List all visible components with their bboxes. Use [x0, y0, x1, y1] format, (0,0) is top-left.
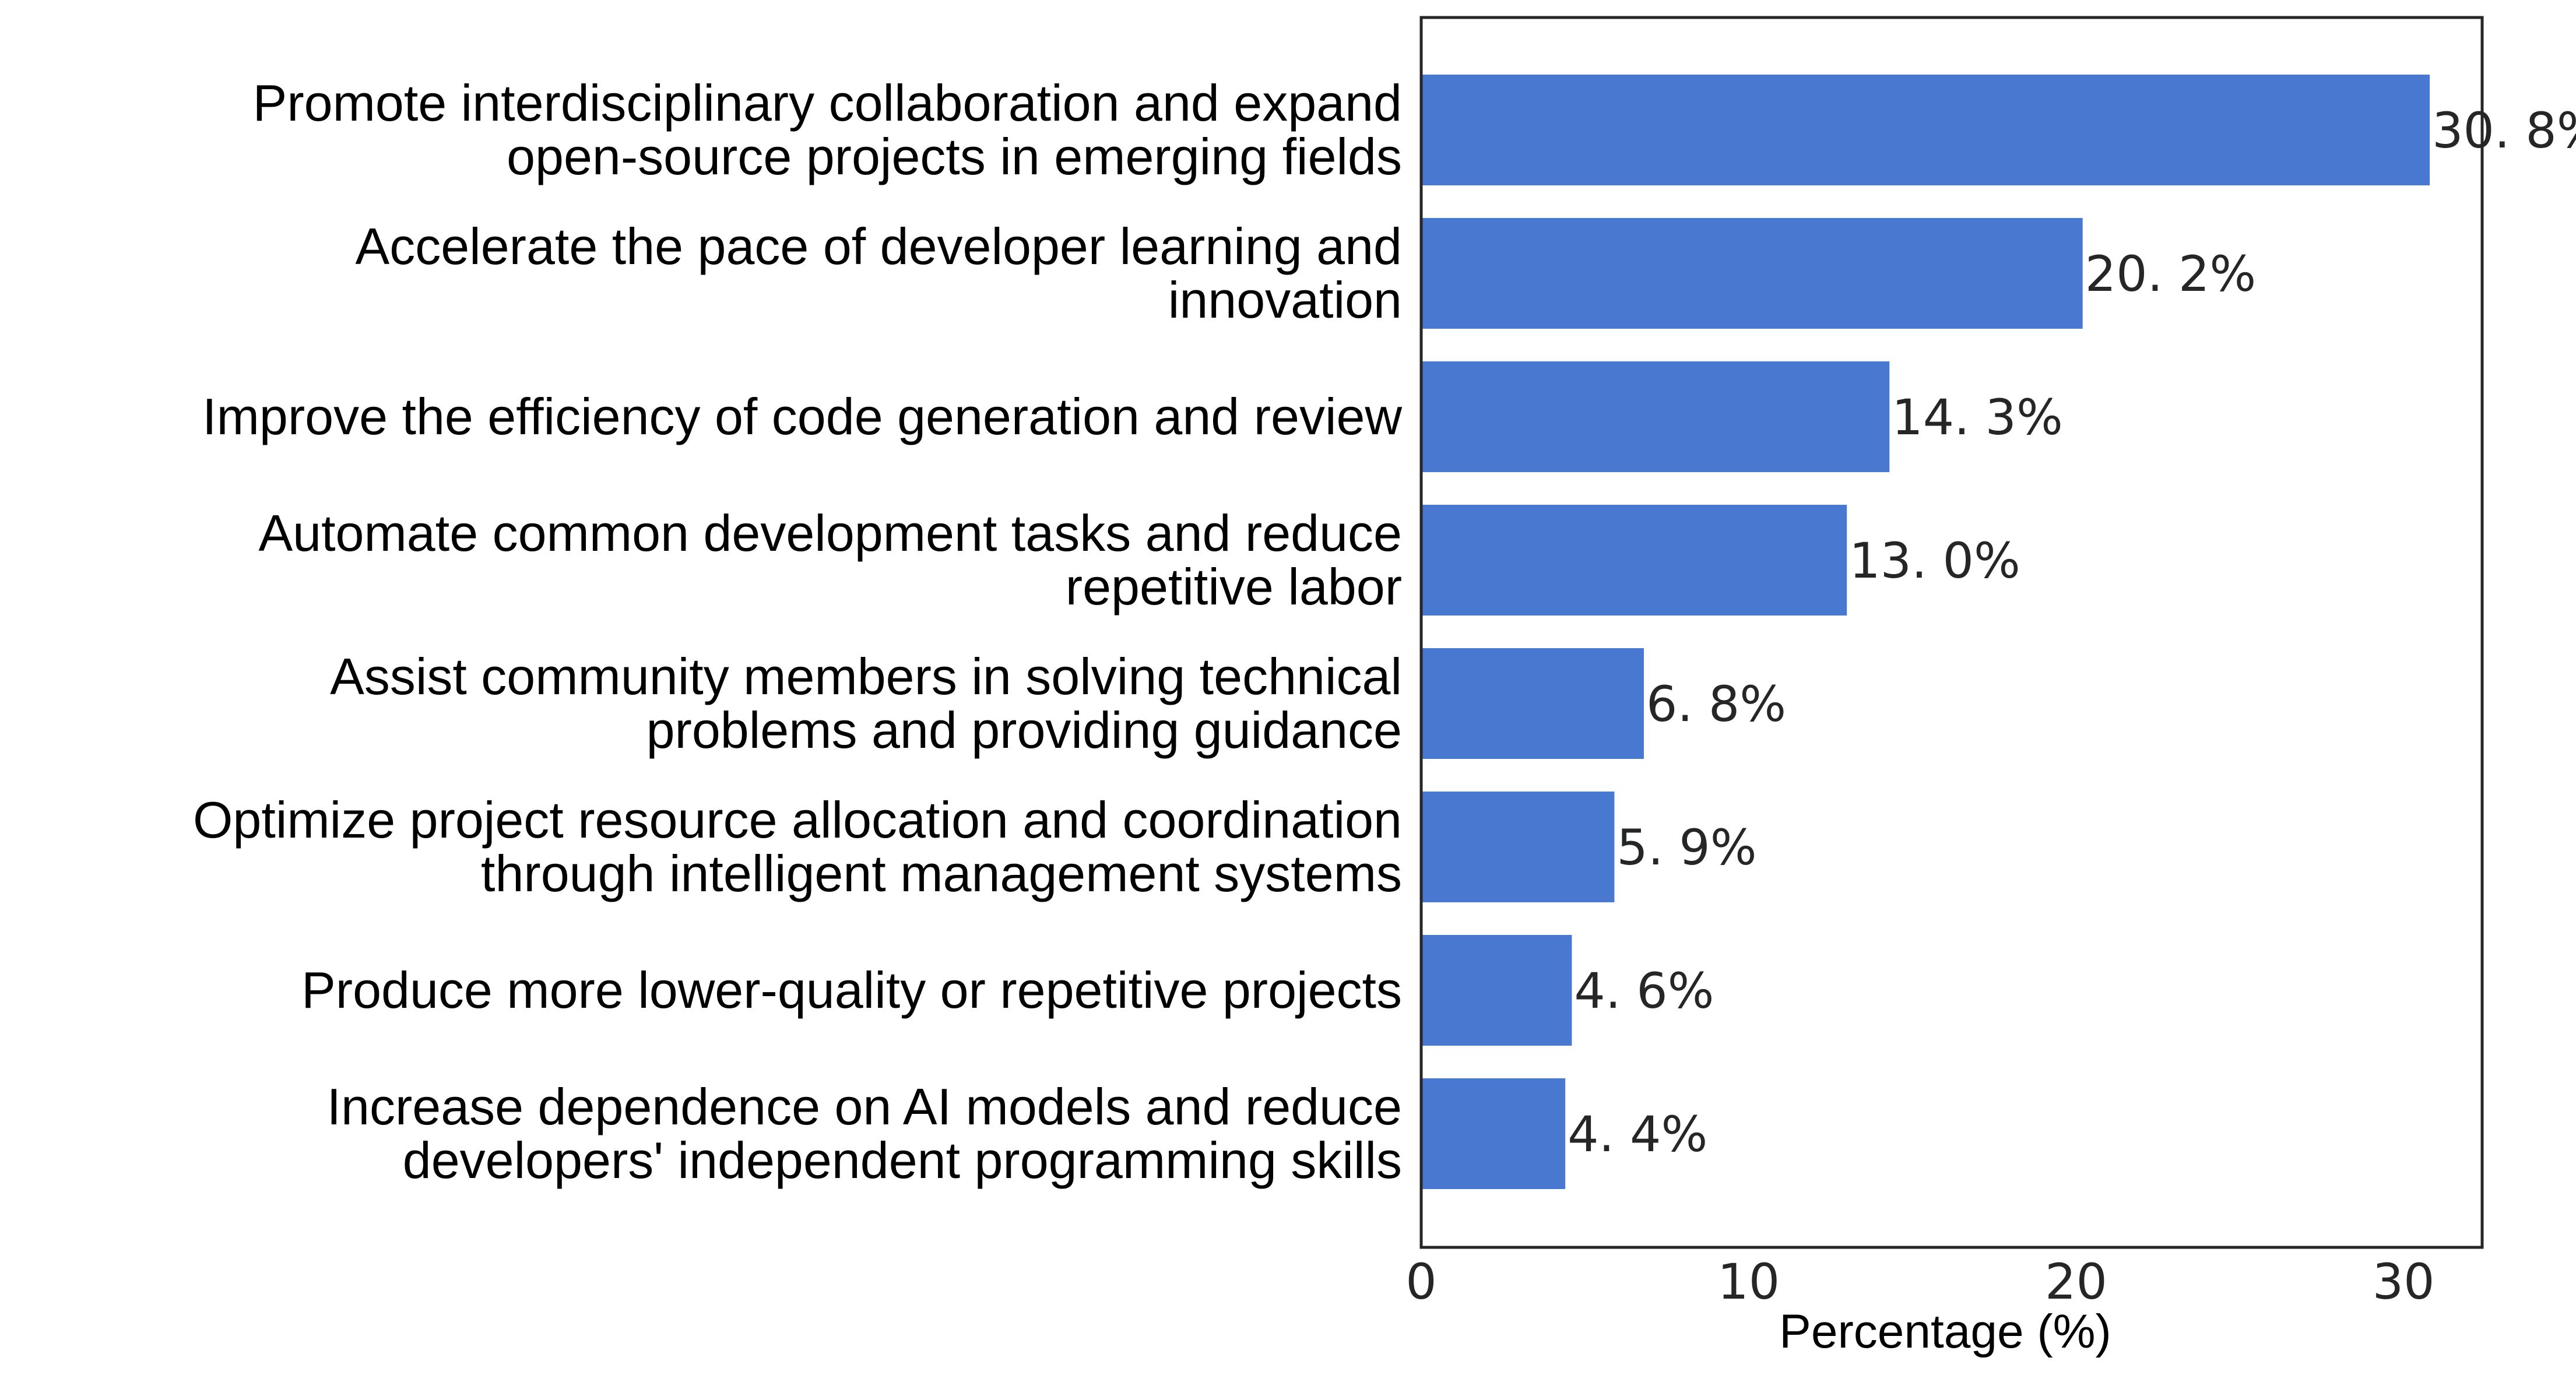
bars-layer [1421, 75, 2430, 1189]
category-label-5-line-1: Assist community members in solving tech… [330, 648, 1402, 705]
bar-1 [1421, 75, 2430, 185]
category-label-1-line-2: open-source projects in emerging fields [507, 128, 1402, 185]
x-tick-label-20: 20 [2045, 1253, 2107, 1310]
category-labels: Promote interdisciplinary collaboration … [193, 74, 1402, 1189]
bar-8 [1421, 1078, 1566, 1189]
category-label-1-line-1: Promote interdisciplinary collaboration … [253, 74, 1402, 132]
value-label-7: 4. 6% [1574, 962, 1714, 1019]
bar-2 [1421, 218, 2083, 329]
category-label-8-line-1: Increase dependence on AI models and red… [327, 1078, 1402, 1135]
bar-7 [1421, 935, 1572, 1046]
x-tick-label-30: 30 [2373, 1253, 2435, 1310]
value-label-6: 5. 9% [1616, 819, 1756, 876]
value-label-8: 4. 4% [1568, 1106, 1707, 1163]
category-label-6-line-1: Optimize project resource allocation and… [193, 791, 1402, 849]
bar-6 [1421, 792, 1615, 902]
category-label-8-line-2: developers' independent programming skil… [403, 1131, 1402, 1189]
bar-5 [1421, 648, 1644, 759]
category-label-2-line-2: innovation [1168, 271, 1402, 329]
value-label-3: 14. 3% [1892, 389, 2063, 446]
category-label-7-line-1: Produce more lower-quality or repetitive… [301, 961, 1402, 1019]
category-label-6-line-2: through intelligent management systems [481, 845, 1402, 902]
category-label-2-line-1: Accelerate the pace of developer learnin… [356, 217, 1402, 275]
value-label-5: 6. 8% [1646, 676, 1786, 733]
value-label-1: 30. 8% [2432, 102, 2576, 159]
value-label-4: 13. 0% [1849, 532, 2020, 589]
x-axis-title: Percentage (%) [1779, 1305, 2111, 1358]
category-label-5-line-2: problems and providing guidance [646, 701, 1402, 759]
value-labels: 30. 8% 20. 2% 14. 3% 13. 0% 6. 8% 5. 9% 4. 6% 4… [1568, 102, 2576, 1163]
category-label-4-line-2: repetitive labor [1066, 558, 1402, 616]
x-tick-label-0: 0 [1405, 1253, 1436, 1310]
category-label-3-line-1: Improve the efficiency of code generatio… [202, 388, 1402, 445]
x-axis-ticks: 0 10 20 30 [1405, 1253, 2434, 1310]
bar-3 [1421, 361, 1890, 472]
value-label-2: 20. 2% [2085, 245, 2257, 303]
bar-4 [1421, 505, 1847, 616]
x-tick-label-10: 10 [1717, 1253, 1780, 1310]
category-label-4-line-1: Automate common development tasks and re… [258, 504, 1402, 562]
plot-frame [1419, 16, 2484, 1249]
